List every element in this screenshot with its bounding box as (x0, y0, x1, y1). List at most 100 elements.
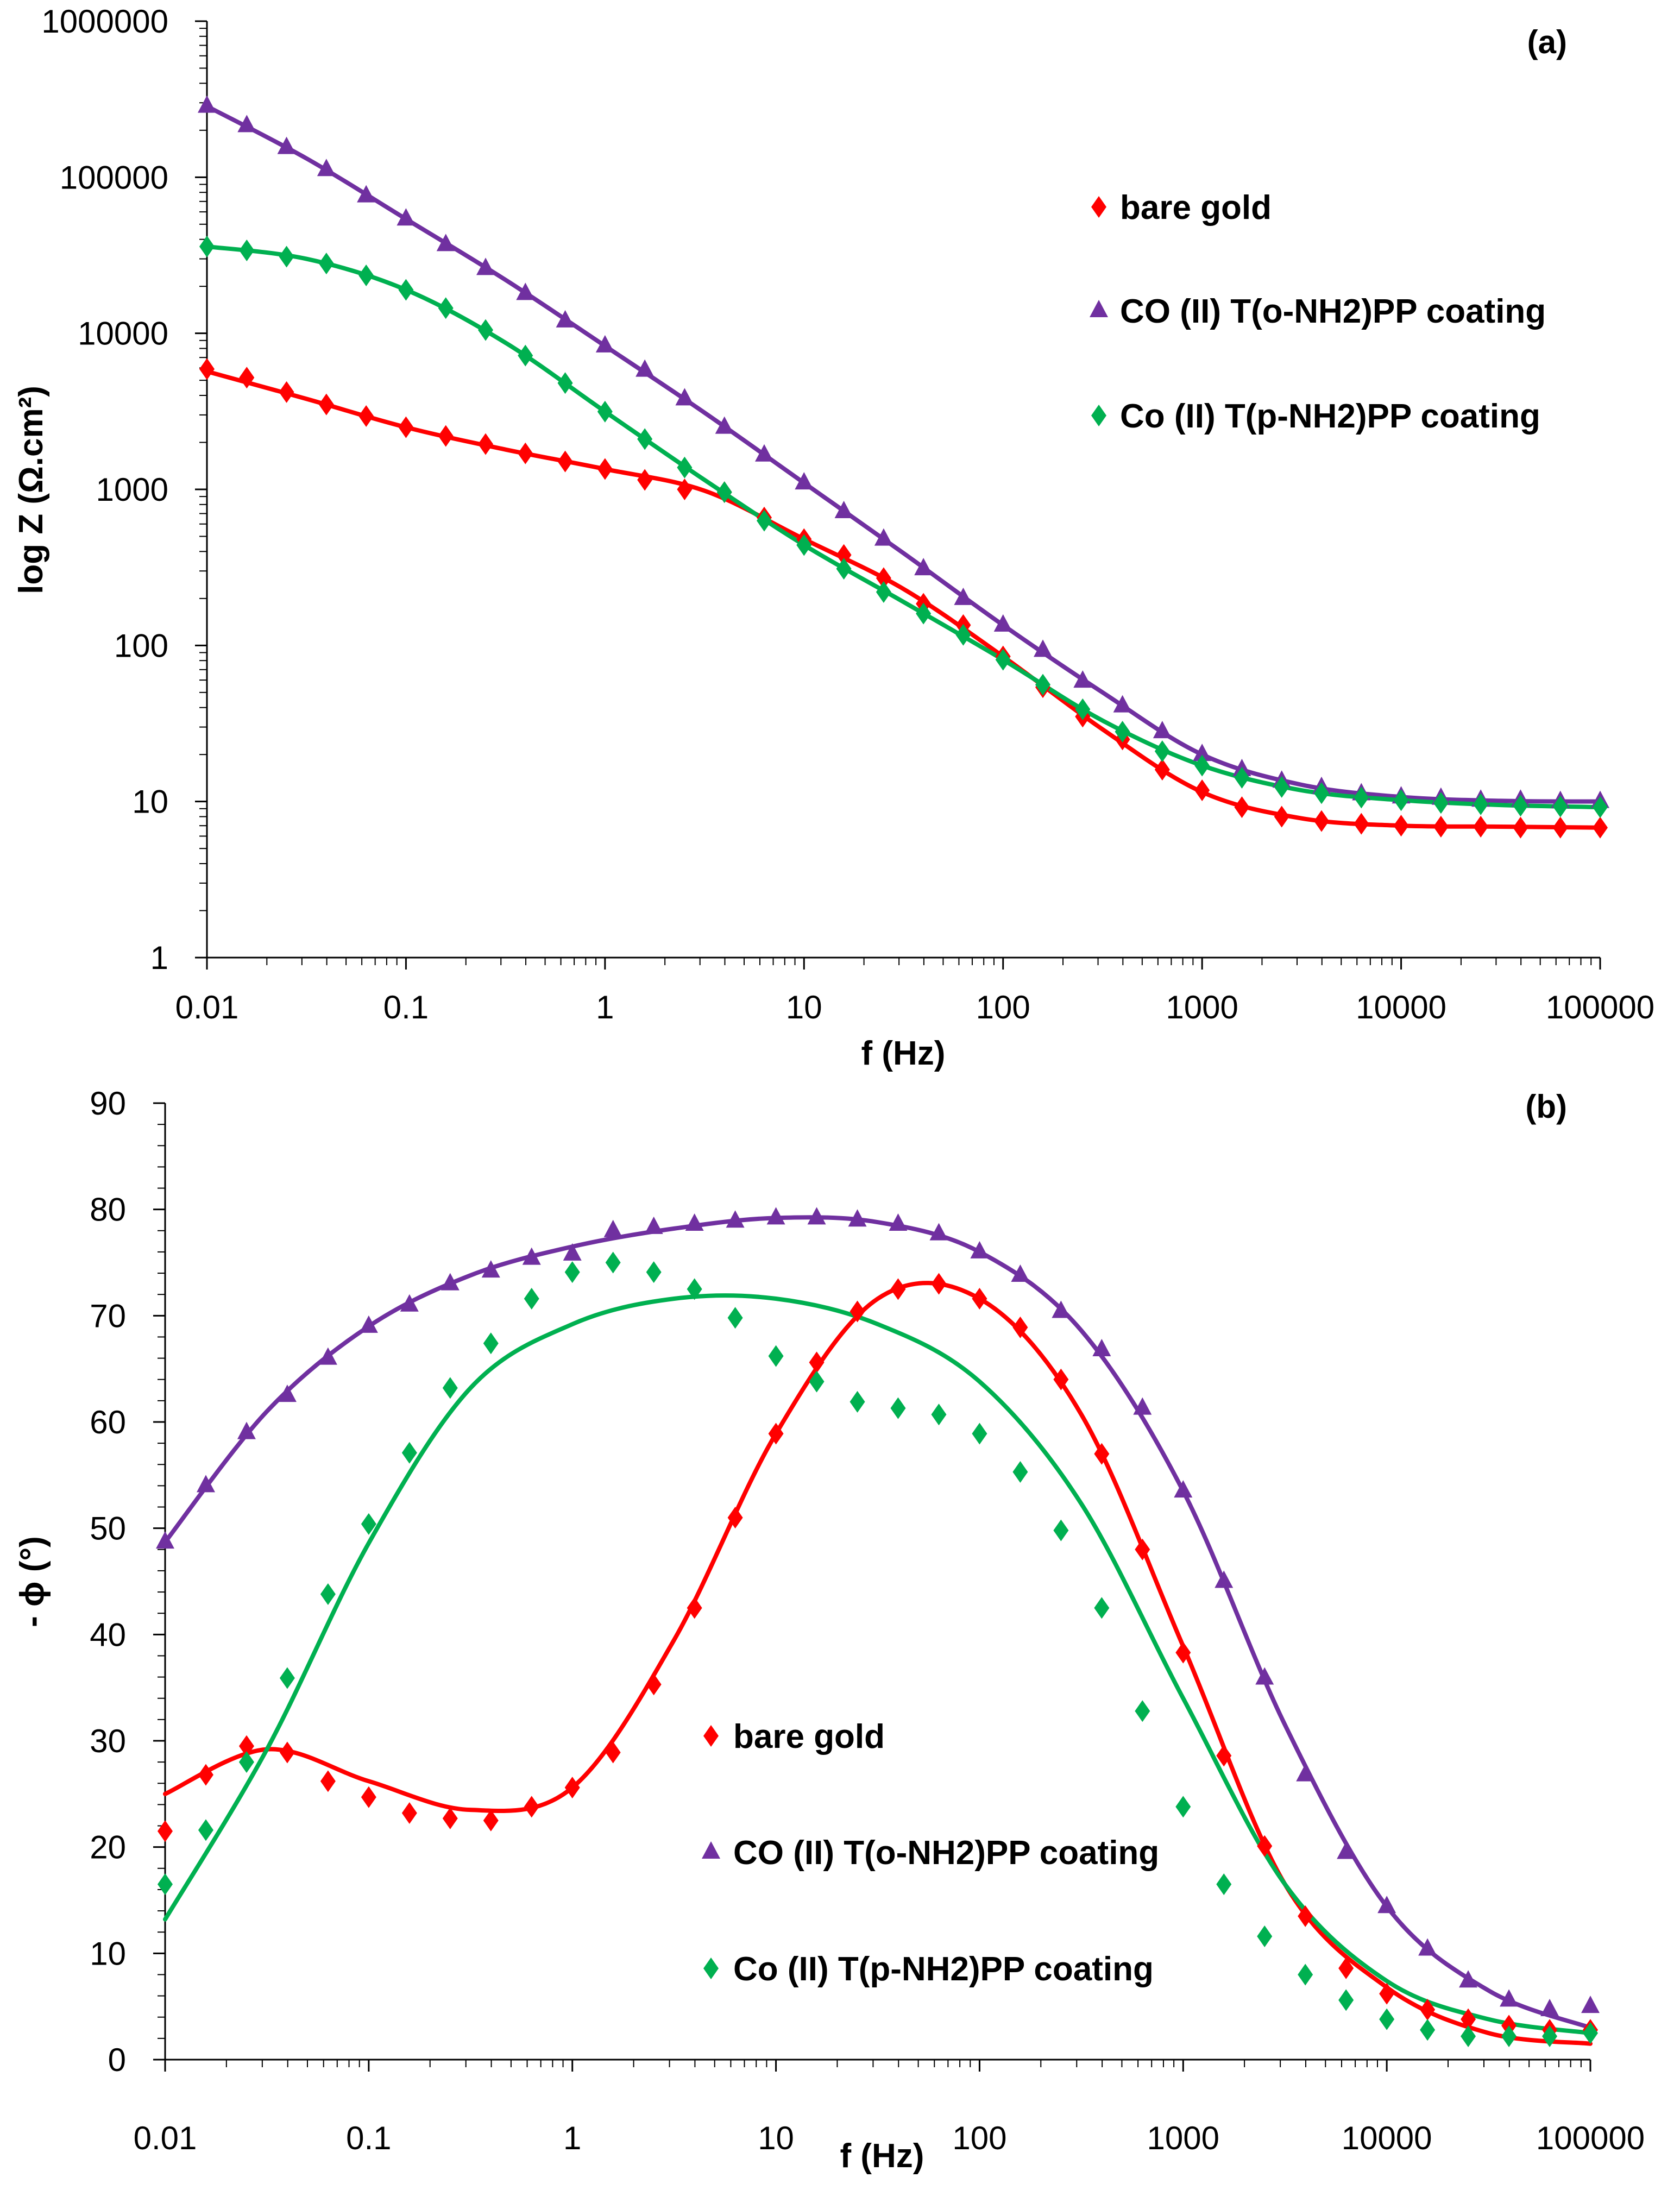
series-0-markers (158, 1273, 1598, 2041)
data-point-diamond (483, 1332, 499, 1355)
data-point-diamond (1420, 1999, 1436, 2021)
x-tick-label: 0.1 (383, 989, 429, 1025)
data-point-diamond (478, 433, 493, 455)
data-point-diamond (890, 1278, 906, 1300)
fit-line-diamond-2 (205, 244, 1602, 810)
legend-diamond-icon (1091, 196, 1106, 218)
series-2-markers (158, 1251, 1598, 2047)
data-point-triangle (198, 95, 216, 113)
y-tick-label: 40 (90, 1616, 126, 1653)
data-point-diamond (198, 1764, 213, 1786)
data-point-diamond (1379, 1983, 1395, 2005)
data-point-diamond (1175, 1796, 1191, 1818)
x-tick-label: 100000 (1546, 989, 1654, 1025)
fit-line-triangle-1 (205, 104, 1602, 804)
x-tick-label: 10000 (1342, 2120, 1432, 2156)
data-point-triangle (1296, 1764, 1315, 1782)
y-tick-label: 70 (90, 1298, 126, 1334)
data-point-diamond (1035, 674, 1050, 696)
data-point-diamond (646, 1673, 662, 1696)
data-point-triangle (766, 1207, 785, 1225)
y-axis-title-a: log Z (Ω.cm²) (12, 386, 50, 594)
data-point-diamond (809, 1351, 825, 1374)
data-point-triangle (556, 310, 575, 328)
data-point-diamond (605, 1741, 621, 1764)
data-point-diamond (438, 297, 454, 319)
x-tick-label: 100 (976, 989, 1030, 1025)
data-point-diamond (199, 358, 215, 380)
data-point-triangle (755, 444, 773, 462)
data-point-diamond (518, 442, 533, 464)
data-point-diamond (320, 1583, 336, 1605)
x-tick-label: 10 (758, 2120, 794, 2156)
legend-label: bare gold (1120, 189, 1272, 226)
data-point-diamond (646, 1261, 662, 1283)
data-point-diamond (1154, 759, 1170, 781)
data-point-triangle (993, 614, 1012, 632)
data-point-diamond (238, 1751, 254, 1773)
x-tick-label: 100000 (1536, 2120, 1645, 2156)
data-point-diamond (1542, 2025, 1558, 2047)
y-tick-label: 100 (114, 627, 168, 664)
data-point-diamond (398, 279, 414, 301)
data-point-triangle (635, 359, 655, 377)
data-point-diamond (972, 1288, 987, 1310)
data-point-diamond (1552, 816, 1568, 839)
data-point-diamond (1461, 2008, 1476, 2030)
data-point-diamond (478, 319, 493, 341)
data-point-diamond (524, 1288, 539, 1310)
data-point-triangle (834, 500, 853, 518)
data-point-triangle (1011, 1264, 1030, 1282)
data-point-diamond (483, 1809, 499, 1832)
data-point-diamond (238, 1735, 254, 1757)
data-point-triangle (237, 1421, 256, 1439)
data-point-diamond (1234, 796, 1250, 819)
data-point-triangle (359, 1315, 378, 1333)
data-point-diamond (1513, 816, 1528, 839)
x-tick-label: 10000 (1356, 989, 1446, 1025)
data-point-triangle (595, 335, 614, 353)
data-point-triangle (196, 1475, 215, 1493)
data-point-diamond (716, 481, 732, 504)
data-point-triangle (441, 1273, 460, 1291)
data-point-diamond (1433, 792, 1449, 814)
data-point-triangle (436, 234, 455, 251)
data-point-diamond (524, 1796, 539, 1818)
fit-line-diamond-0 (163, 1281, 1593, 2046)
legend-diamond-icon (1091, 405, 1106, 426)
data-point-diamond (442, 1807, 458, 1829)
data-point-diamond (1194, 754, 1210, 777)
data-point-triangle (1092, 1338, 1111, 1356)
data-point-triangle (1052, 1300, 1071, 1318)
data-point-diamond (1115, 721, 1130, 743)
data-point-diamond (1094, 1597, 1110, 1619)
data-point-diamond (1420, 2019, 1436, 2041)
data-point-diamond (318, 393, 334, 416)
y-tick-label: 80 (90, 1192, 126, 1228)
data-point-triangle (237, 115, 256, 133)
data-point-diamond (1593, 816, 1608, 839)
x-axis-title-a: f (Hz) (861, 1035, 946, 1072)
data-point-triangle (1459, 1970, 1478, 1988)
data-point-diamond (279, 1667, 295, 1689)
data-point-diamond (518, 344, 533, 367)
data-point-diamond (727, 1307, 743, 1329)
data-point-diamond (850, 1390, 865, 1413)
data-point-triangle (156, 1531, 174, 1549)
data-point-diamond (1513, 795, 1528, 817)
data-point-diamond (677, 456, 693, 479)
data-point-diamond (1338, 1957, 1354, 1979)
data-point-diamond (687, 1278, 702, 1300)
y-tick-label: 1000 (96, 471, 168, 508)
data-point-diamond (1216, 1873, 1232, 1896)
y-tick-label: 50 (90, 1511, 126, 1547)
legend-diamond-icon (703, 1725, 719, 1747)
data-point-diamond (1354, 786, 1369, 809)
data-point-diamond (442, 1377, 458, 1399)
data-point-diamond (972, 1423, 987, 1445)
data-point-diamond (1393, 789, 1409, 811)
x-tick-label: 100 (952, 2120, 1006, 2156)
data-point-diamond (1338, 1989, 1354, 2011)
data-point-diamond (1314, 782, 1329, 804)
